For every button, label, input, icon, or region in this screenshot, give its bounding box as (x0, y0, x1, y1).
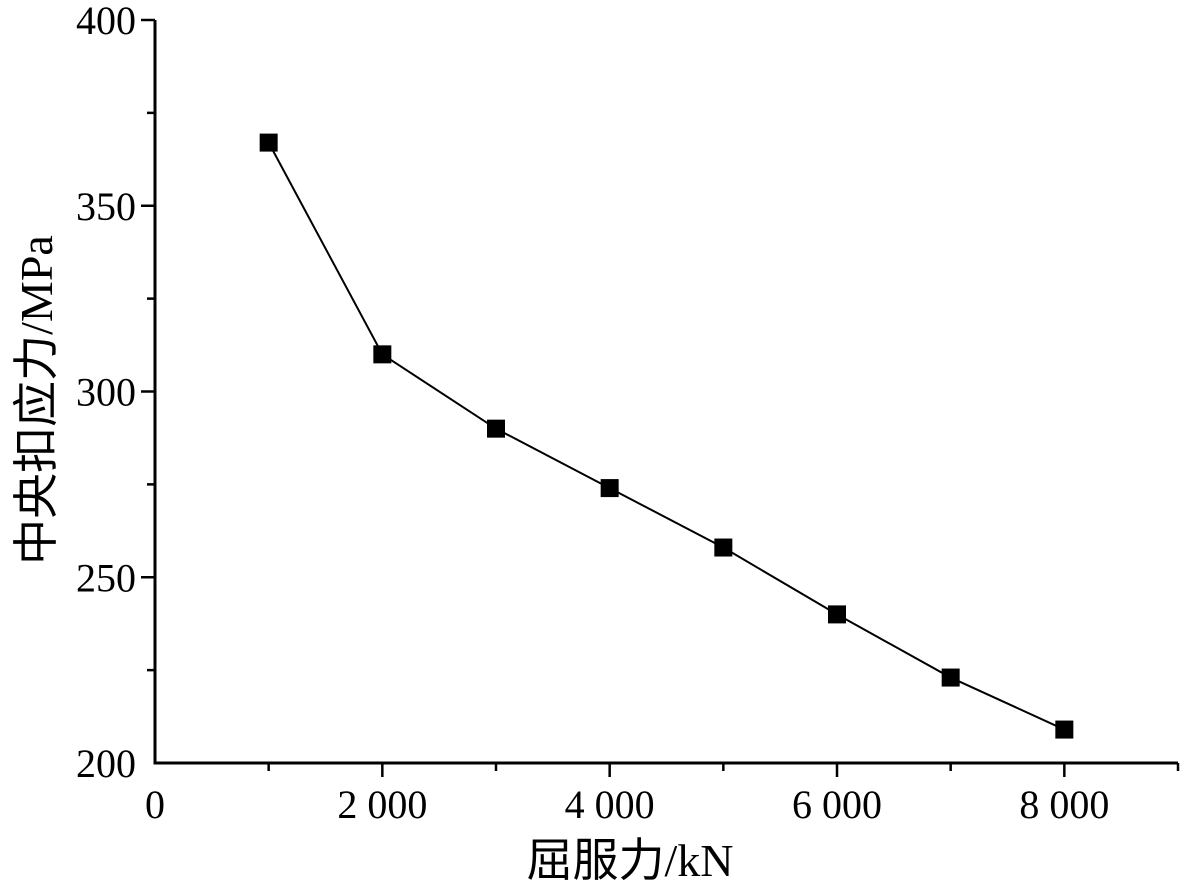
data-point-marker (941, 668, 960, 687)
data-point-marker (259, 133, 278, 152)
y-tick-label: 250 (76, 555, 136, 600)
series-line (267, 142, 1065, 731)
x-axis-ticks: 0 2 000 4 000 6 000 8 000 (145, 763, 1180, 827)
x-tick-label: 0 (145, 782, 165, 827)
data-point-marker (600, 479, 619, 498)
data-point-marker (373, 345, 392, 364)
data-point-marker (828, 605, 846, 624)
x-axis-title: 屈服力/kN (527, 835, 734, 886)
x-tick-label: 6 000 (792, 782, 882, 827)
data-series (259, 133, 1074, 739)
x-tick-label: 2 000 (337, 782, 427, 827)
y-tick-label: 350 (76, 184, 136, 229)
y-tick-label: 400 (76, 0, 136, 43)
y-tick-label: 300 (76, 370, 136, 415)
y-axis-ticks: 200 250 300 350 400 (76, 0, 155, 786)
data-point-marker (487, 419, 505, 438)
x-tick-label: 4 000 (565, 782, 655, 827)
data-point-marker (714, 538, 733, 557)
x-tick-label: 8 000 (1019, 782, 1109, 827)
axes (153, 20, 1178, 765)
y-tick-label: 200 (76, 741, 136, 786)
data-point-marker (1055, 720, 1074, 739)
y-axis-title: 中央扣应力/MPa (11, 235, 62, 565)
